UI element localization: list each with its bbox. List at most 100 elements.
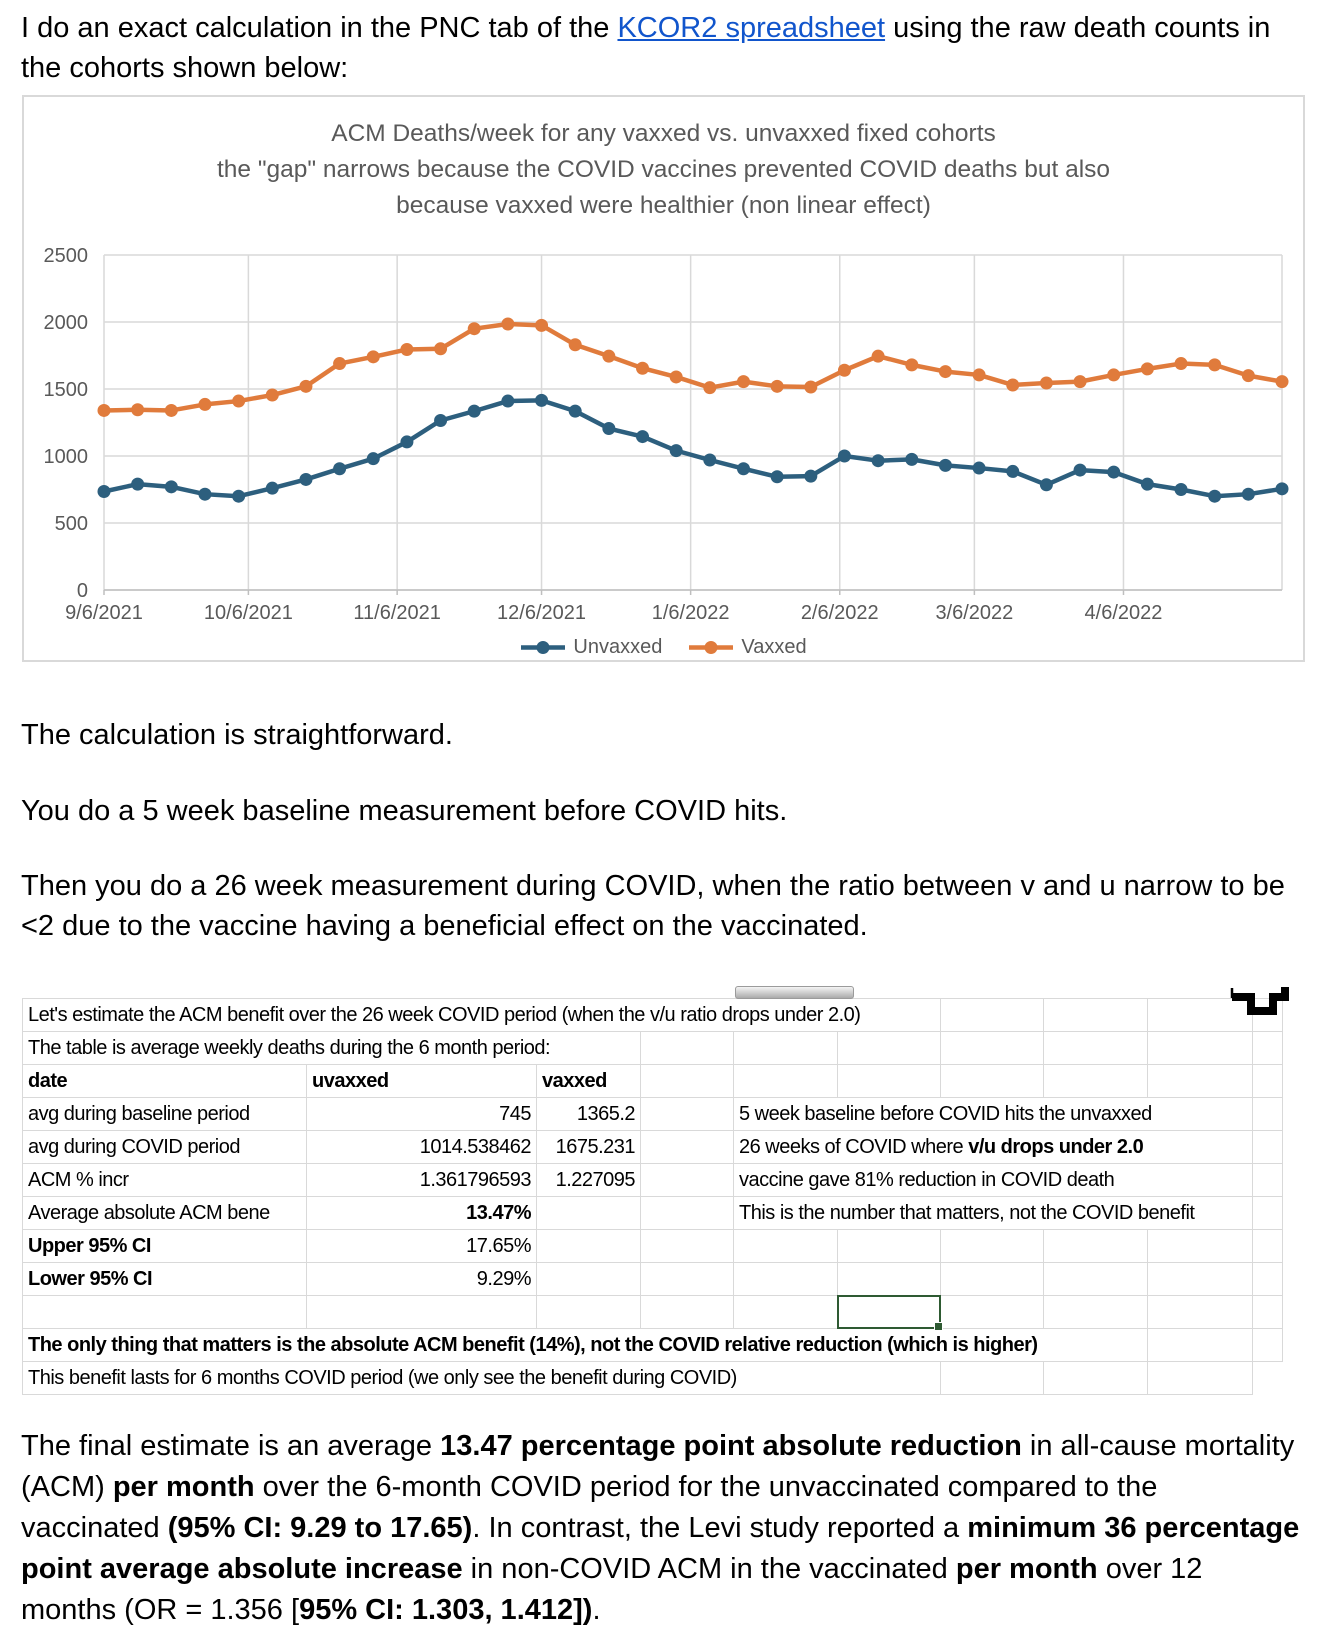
table-cell-empty [536,1262,641,1296]
table-cell-empty [1043,1064,1148,1098]
table-cell-empty [1252,1130,1283,1164]
svg-text:0: 0 [77,580,88,602]
svg-text:500: 500 [55,513,88,535]
table-cell-empty [536,1295,641,1329]
table-cell: This is the number that matters, not the… [733,1196,1253,1230]
closing-bold-segment: 13.47 percentage point absolute reductio… [440,1430,1022,1462]
legend-item-vaxxed: Vaxxed [688,636,807,659]
kcor2-spreadsheet-link[interactable]: KCOR2 spreadsheet [617,12,886,44]
table-row [22,1295,1283,1331]
table-cell-empty [1252,998,1283,1032]
selected-cell-outline[interactable] [837,1295,943,1331]
closing-text-segment: . In contrast, the Levi study reported a [472,1512,968,1544]
chart-svg: 0 500 1000 1500 2000 2500 9/6/2021 10/6/2021 11/… [44,245,1289,624]
table-cell: avg during baseline period [22,1097,307,1131]
legend-item-unvaxxed: Unvaxxed [520,636,662,659]
svg-text:2000: 2000 [44,312,89,334]
table-cell-empty [536,1196,641,1230]
closing-text-segment: The final estimate is an average [21,1430,441,1462]
intro-paragraph: I do an exact calculation in the PNC tab… [21,8,1273,88]
table-cell: 1.361796593 [306,1163,537,1197]
table-cell: The only thing that matters is the absol… [22,1328,1148,1362]
table-cell: This benefit lasts for 6 months COVID pe… [22,1361,941,1395]
table-cell-empty [837,1229,941,1263]
table-cell-empty [733,1031,838,1065]
table-cell-empty [940,998,1044,1032]
table-cell-empty [1147,1361,1253,1395]
scrollbar-thumb[interactable] [735,986,854,999]
spreadsheet-screenshot: Let's estimate the ACM benefit over the … [22,998,1283,1395]
svg-text:11/6/2021: 11/6/2021 [353,602,441,624]
table-cell-empty [640,1229,734,1263]
table-cell-empty [733,1262,838,1296]
table-cell: vaxxed [536,1064,641,1098]
table-cell-empty [1252,1097,1283,1131]
table-cell-empty [1043,1361,1148,1395]
closing-bold-segment: 95% CI: 1.303, 1.412]) [299,1594,593,1626]
table-cell: vaccine gave 81% reduction in COVID deat… [733,1163,1253,1197]
table-cell-empty [1147,1295,1253,1329]
table-cell: Upper 95% CI [22,1229,307,1263]
svg-text:1/6/2022: 1/6/2022 [652,602,730,624]
svg-text:2500: 2500 [44,245,89,267]
paragraph-covid-measurement: Then you do a 26 week measurement during… [21,870,1285,942]
table-row: Lower 95% CI 9.29% [22,1262,1283,1296]
paragraph-baseline: You do a 5 week baseline measurement bef… [21,795,788,827]
table-row: The only thing that matters is the absol… [22,1328,1283,1362]
table-cell-empty [1147,1262,1253,1296]
table-cell-empty [1043,1295,1148,1329]
table-cell: 745 [306,1097,537,1131]
table-cell: Average absolute ACM bene [22,1196,307,1230]
spreadsheet-table: Let's estimate the ACM benefit over the … [22,998,1283,1395]
table-cell-empty [837,1064,941,1098]
table-row: The table is average weekly deaths durin… [22,1031,1283,1065]
table-cell: Let's estimate the ACM benefit over the … [22,998,941,1032]
table-cell-empty [536,1229,641,1263]
table-cell-empty [1252,1328,1283,1362]
svg-text:4/6/2022: 4/6/2022 [1085,602,1163,624]
table-cell: 13.47% [306,1196,537,1230]
table-cell-empty [733,1229,838,1263]
closing-text-segment: . [592,1594,601,1626]
table-cell-empty [640,1196,734,1230]
table-cell: uvaxxed [306,1064,537,1098]
table-row: ACM % incr 1.361796593 1.227095 vaccine gav… [22,1163,1283,1197]
table-cell: 5 week baseline before COVID hits the un… [733,1097,1253,1131]
table-cell: avg during COVID period [22,1130,307,1164]
table-cell-empty [306,1295,537,1329]
table-row: date uvaxxed vaxxed [22,1064,1283,1098]
svg-text:1000: 1000 [44,446,89,468]
table-cell-empty [1252,1196,1283,1230]
table-cell-empty [640,1262,734,1296]
table-row: avg during COVID period 1014.538462 1675.2… [22,1130,1283,1164]
table-row: Average absolute ACM bene 13.47% This is t… [22,1196,1283,1230]
table-cell: 1014.538462 [306,1130,537,1164]
table-row: Let's estimate the ACM benefit over the … [22,998,1283,1032]
table-cell: ACM % incr [22,1163,307,1197]
paragraph-calculation: The calculation is straightforward. [21,719,453,751]
legend-label: Vaxxed [741,636,807,658]
chart-panel: ACM Deaths/week for any vaxxed vs. unvax… [22,95,1305,662]
table-cell-empty [1147,1064,1253,1098]
table-cell-empty [733,1064,838,1098]
chart-title: ACM Deaths/week for any vaxxed vs. unvax… [24,116,1303,224]
chart-title-line1: ACM Deaths/week for any vaxxed vs. unvax… [331,120,996,147]
intro-text-pre: I do an exact calculation in the PNC tab… [21,12,618,44]
table-cell-empty [640,1031,734,1065]
table-cell-empty [837,1295,943,1331]
table-cell-empty [640,1064,734,1098]
table-cell-empty [940,1295,1044,1329]
table-cell-empty [640,1097,734,1131]
chart-title-line3: because vaxxed were healthier (non linea… [396,192,931,219]
closing-bold-segment: minimum 36 percentage point average abso… [21,1512,1300,1585]
table-cell-empty [1043,1229,1148,1263]
table-cell: date [22,1064,307,1098]
table-cell-empty [1147,1328,1253,1362]
cursor-glyph-icon [1228,985,1292,1030]
table-row: avg during baseline period 745 1365.2 5 wee… [22,1097,1283,1131]
table-cell-empty [1252,1229,1283,1263]
svg-text:10/6/2021: 10/6/2021 [204,602,293,624]
table-cell-empty [940,1229,1044,1263]
table-cell-empty [1147,1031,1253,1065]
closing-bold-segment: per month [112,1471,255,1503]
